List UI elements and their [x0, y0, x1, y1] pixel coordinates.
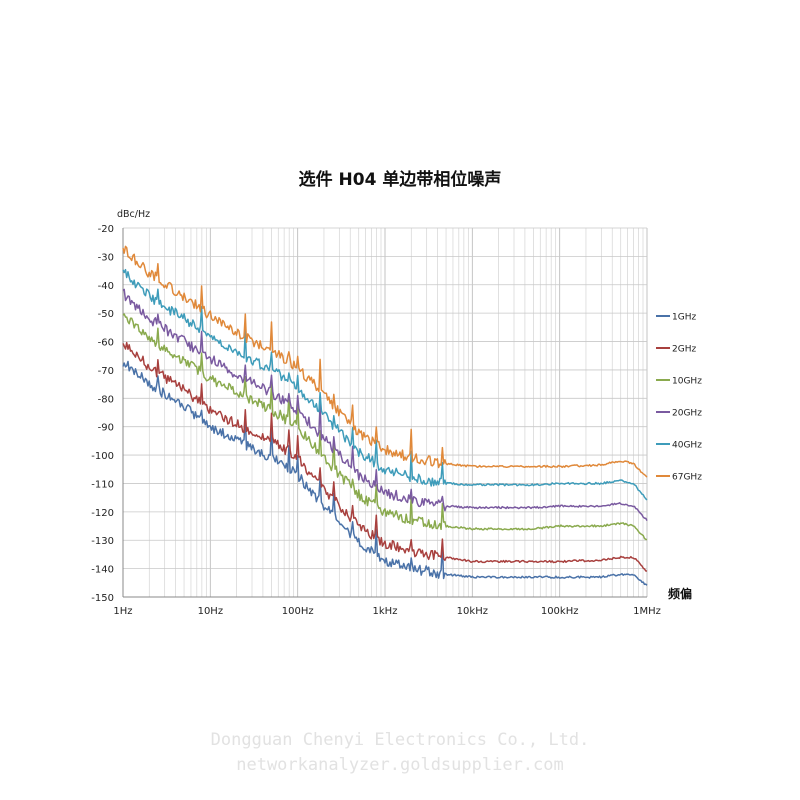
x-tick-label: 10kHz — [457, 606, 488, 617]
y-axis-label: dBc/Hz — [117, 209, 150, 220]
legend-label: 1GHz — [672, 313, 696, 323]
series-line — [122, 313, 648, 541]
y-tick-label: -70 — [98, 366, 114, 377]
y-tick-label: -40 — [98, 281, 114, 292]
x-tick-label: 1MHz — [633, 606, 661, 617]
series-line — [122, 360, 648, 586]
y-tick-label: -120 — [91, 508, 114, 519]
x-tick-label: 10Hz — [198, 606, 224, 617]
watermark-url: networkanalyzer.goldsupplier.com — [236, 755, 564, 775]
x-tick-label: 100Hz — [282, 606, 314, 617]
chart-title: 选件 H04 单边带相位噪声 — [298, 170, 502, 190]
x-tick-label: 100kHz — [541, 606, 579, 617]
x-axis-label: 频偏 — [668, 586, 692, 601]
y-tick-label: -110 — [91, 479, 114, 490]
series-line — [122, 268, 648, 501]
legend-label: 40GHz — [672, 441, 702, 451]
y-tick-label: -90 — [98, 423, 114, 434]
x-tick-label: 1kHz — [373, 606, 398, 617]
legend-label: 10GHz — [672, 377, 702, 387]
y-tick-label: -50 — [98, 309, 114, 320]
legend-label: 2GHz — [672, 345, 696, 355]
y-tick-label: -30 — [98, 252, 114, 263]
legend-label: 67GHz — [672, 473, 702, 483]
series-line — [122, 341, 648, 572]
legend-label: 20GHz — [672, 409, 702, 419]
series-line — [122, 245, 648, 478]
y-tick-label: -80 — [98, 394, 114, 405]
y-tick-label: -130 — [91, 536, 114, 547]
y-tick-label: -20 — [98, 224, 114, 235]
series-line — [122, 288, 648, 521]
y-tick-label: -140 — [91, 565, 114, 576]
y-tick-label: -150 — [91, 593, 114, 604]
y-tick-label: -100 — [91, 451, 114, 462]
x-tick-label: 1Hz — [113, 606, 132, 617]
watermark-company: Dongguan Chenyi Electronics Co., Ltd. — [210, 730, 590, 750]
y-tick-label: -60 — [98, 338, 114, 349]
